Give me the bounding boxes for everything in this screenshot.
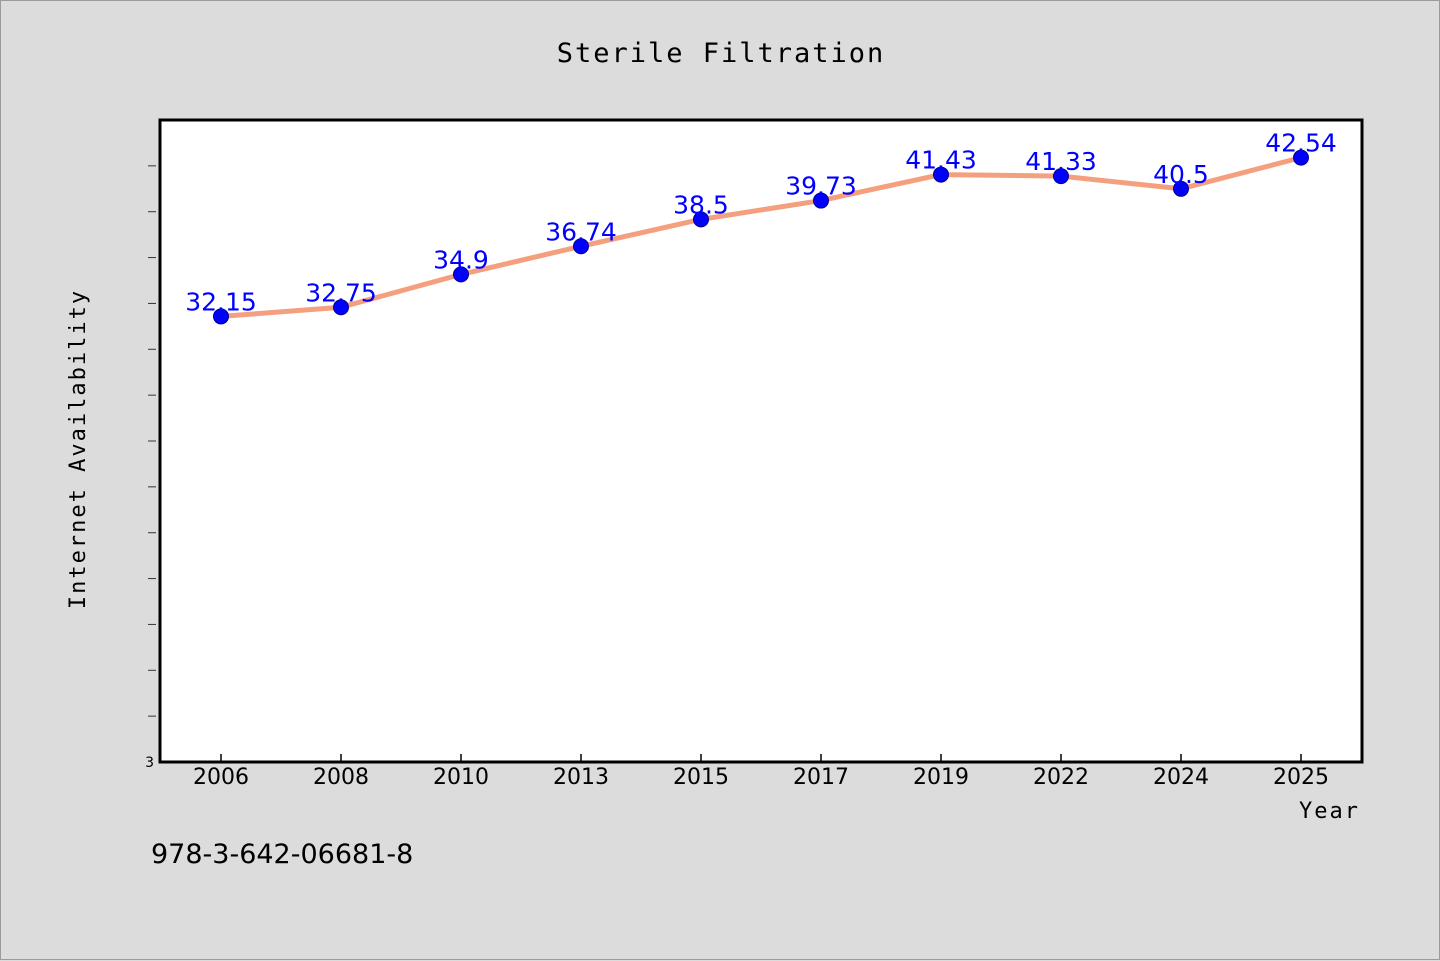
y-axis-label: Internet Availability — [66, 289, 91, 609]
x-tick-label: 2010 — [433, 765, 489, 790]
plot-area — [160, 120, 1362, 762]
data-point-marker — [1053, 168, 1069, 185]
data-point-marker — [453, 266, 469, 283]
data-point-marker — [333, 299, 349, 316]
x-tick-label: 2017 — [793, 765, 849, 790]
x-axis-label: Year — [1299, 799, 1360, 824]
data-point-marker — [693, 211, 709, 228]
x-axis-ticks: 2006 2008 2010 2013 2015 2017 2019 2022 2024 2025 — [193, 754, 1329, 790]
data-label-layer: 32.15 32.75 34.9 36.74 38.5 39.73 41.43 41.33 40… — [185, 129, 1337, 317]
data-point-marker — [573, 238, 589, 255]
data-label: 36.74 — [545, 217, 617, 246]
x-tick-label: 2013 — [553, 765, 609, 790]
x-tick-label: 2024 — [1153, 765, 1209, 790]
data-label: 32.75 — [305, 278, 377, 307]
series-line — [218, 155, 1304, 319]
data-label: 41.33 — [1025, 147, 1097, 176]
data-point-marker — [213, 308, 229, 325]
data-label: 39.73 — [785, 172, 857, 201]
data-label: 41.43 — [905, 146, 977, 175]
footnote-isbn: 978-3-642-06681-8 — [151, 839, 413, 870]
data-point-marker — [933, 166, 949, 183]
x-tick-label: 2019 — [913, 765, 969, 790]
plot-border — [158, 118, 1364, 764]
data-label: 40.5 — [1153, 160, 1209, 189]
data-label: 32.15 — [185, 287, 257, 316]
data-point-marker — [813, 192, 829, 209]
data-label: 34.9 — [433, 245, 489, 274]
chart-title: Sterile Filtration — [557, 38, 886, 69]
x-tick-label: 2006 — [193, 765, 249, 790]
x-tick-label: 2025 — [1273, 765, 1329, 790]
x-tick-label: 2015 — [673, 765, 729, 790]
y-axis-ticks — [148, 165, 156, 717]
marker-layer — [213, 149, 1309, 325]
y-tick-label: 3 — [145, 755, 154, 771]
data-label: 38.5 — [673, 190, 729, 219]
series-line-layer — [218, 155, 1304, 319]
data-label: 42.54 — [1265, 129, 1337, 158]
data-point-marker — [1293, 149, 1309, 166]
data-point-marker — [1173, 180, 1189, 197]
x-tick-label: 2008 — [313, 765, 369, 790]
x-tick-label: 2022 — [1033, 765, 1089, 790]
